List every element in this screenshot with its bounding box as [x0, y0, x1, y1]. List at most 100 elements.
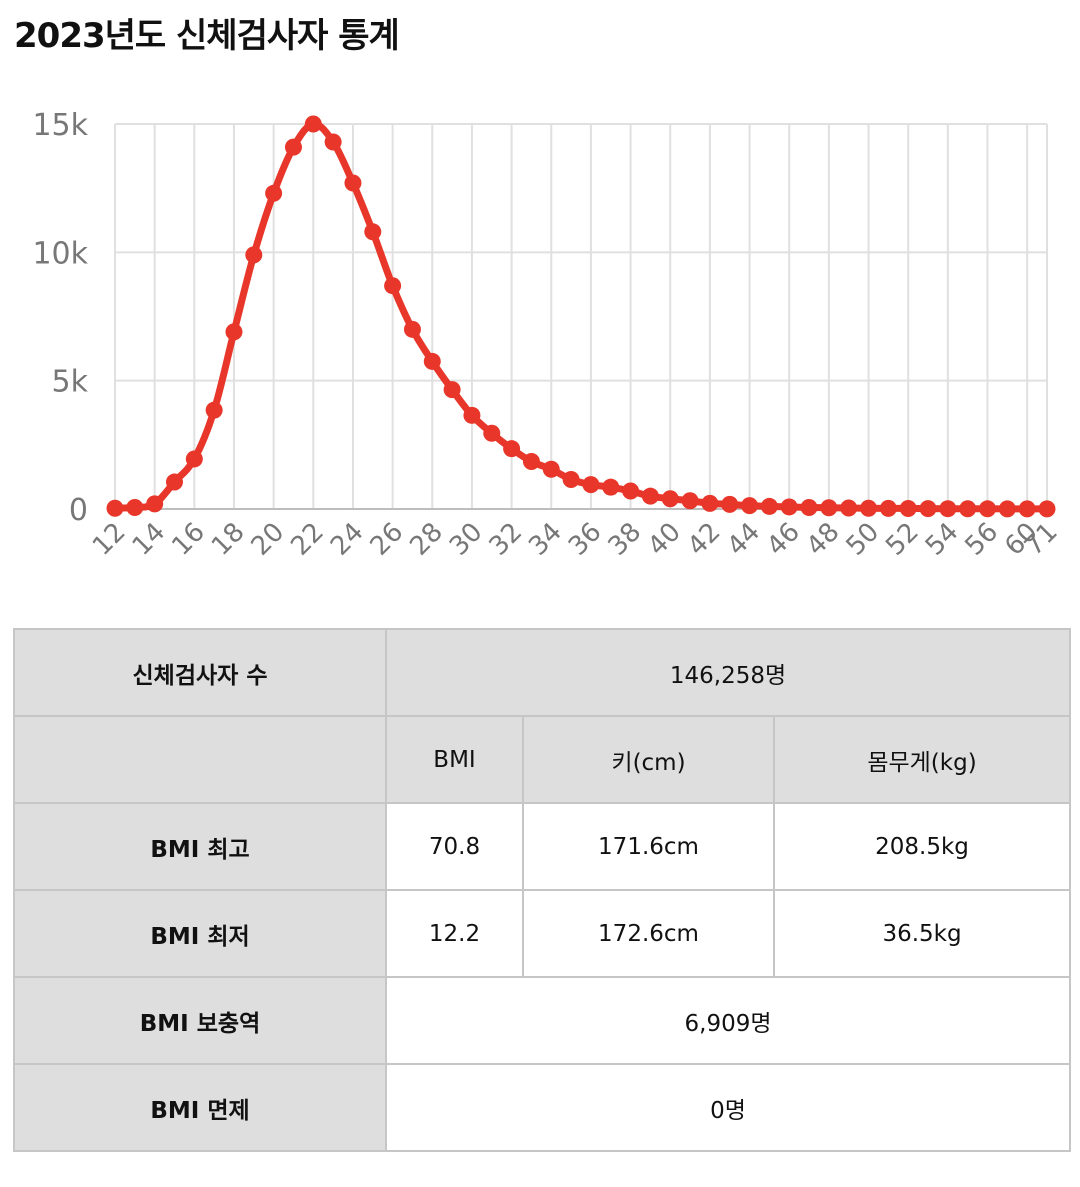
data-point	[760, 497, 778, 515]
data-point	[681, 492, 699, 510]
count-label: 신체검사자 수	[13, 628, 387, 717]
bmi-min-weight: 36.5kg	[772, 889, 1072, 978]
x-tick-label: 12	[87, 517, 132, 562]
x-tick-label: 54	[920, 517, 965, 562]
data-point	[800, 498, 818, 516]
data-point	[701, 494, 719, 512]
x-tick-label: 48	[801, 517, 846, 562]
x-tick-label: 56	[960, 517, 1005, 562]
data-point	[959, 500, 977, 518]
x-tick-label: 36	[563, 517, 608, 562]
col-header-height: 키(cm)	[522, 715, 775, 804]
x-tick-label: 26	[365, 517, 410, 562]
x-axis: 1214161820222426283032343638404244464850…	[87, 517, 1064, 562]
data-point	[820, 499, 838, 517]
table-row: BMI 최고 70.8 171.6cm 208.5kg	[13, 802, 1072, 891]
row-label-bmi-min: BMI 최저	[13, 889, 387, 978]
x-tick-label: 16	[166, 517, 211, 562]
data-point	[979, 500, 997, 518]
data-point	[641, 487, 659, 505]
x-tick-label: 46	[761, 517, 806, 562]
series-points	[106, 115, 1056, 518]
data-point	[562, 470, 580, 488]
data-point	[582, 476, 600, 494]
bmi-max-value: 70.8	[385, 802, 524, 891]
line-chart: 0 5k 10k 15k 121416182022242628303234363840…	[32, 108, 1064, 562]
table-row: BMI 최저 12.2 172.6cm 36.5kg	[13, 889, 1072, 978]
row-label-bmi-max: BMI 최고	[13, 802, 387, 891]
page-title: 2023년도 신체검사자 통계	[14, 16, 400, 56]
x-tick-label: 34	[523, 517, 568, 562]
data-point	[185, 450, 203, 468]
table-row: BMI 보충역 6,909명	[13, 976, 1072, 1065]
empty-header-cell	[13, 715, 387, 804]
data-point	[998, 500, 1016, 518]
x-tick-label: 44	[722, 517, 767, 562]
y-axis: 0 5k 10k 15k	[32, 108, 88, 528]
y-tick-label: 15k	[32, 108, 88, 143]
data-point	[542, 460, 560, 478]
data-point	[721, 495, 739, 513]
supplement-value: 6,909명	[384, 976, 1072, 1065]
data-point	[622, 482, 640, 500]
x-tick-label: 40	[642, 517, 687, 562]
data-point	[661, 490, 679, 508]
x-tick-label: 30	[444, 517, 489, 562]
data-point	[522, 453, 540, 471]
data-point	[939, 500, 957, 518]
col-header-bmi: BMI	[385, 715, 524, 804]
x-tick-label: 50	[841, 517, 886, 562]
data-point	[503, 440, 521, 458]
exempt-value: 0명	[384, 1063, 1072, 1152]
data-point	[840, 499, 858, 517]
data-point	[284, 138, 302, 156]
bmi-min-value: 12.2	[385, 889, 524, 978]
data-point	[602, 478, 620, 496]
data-point	[1038, 500, 1056, 518]
data-point	[879, 499, 897, 517]
data-point	[106, 499, 124, 517]
data-point	[384, 277, 402, 295]
x-tick-label: 22	[285, 517, 330, 562]
data-point	[463, 406, 481, 424]
data-point	[483, 424, 501, 442]
data-point	[225, 323, 243, 341]
data-point	[919, 500, 937, 518]
x-tick-label: 38	[603, 517, 648, 562]
exempt-label: BMI 면제	[13, 1063, 387, 1152]
x-tick-label: 18	[206, 517, 251, 562]
table-row: BMI 키(cm) 몸무게(kg)	[13, 715, 1072, 804]
stats-table: 신체검사자 수 146,258명 BMI 키(cm) 몸무게(kg) BMI 최…	[13, 628, 1072, 1152]
data-point	[245, 246, 263, 264]
data-point	[860, 499, 878, 517]
y-tick-label: 5k	[52, 365, 89, 400]
data-point	[1018, 500, 1036, 518]
y-tick-label: 10k	[32, 236, 88, 271]
x-tick-label: 24	[325, 517, 370, 562]
x-tick-label: 32	[484, 517, 529, 562]
table-row: 신체검사자 수 146,258명	[13, 628, 1072, 717]
data-point	[423, 352, 441, 370]
col-header-weight: 몸무게(kg)	[772, 715, 1072, 804]
data-point	[403, 320, 421, 338]
x-tick-label: 28	[404, 517, 449, 562]
data-point	[126, 498, 144, 516]
data-point	[780, 498, 798, 516]
data-point	[146, 495, 164, 513]
data-point	[741, 497, 759, 515]
data-point	[324, 133, 342, 151]
x-tick-label: 20	[246, 517, 291, 562]
table-row: BMI 면제 0명	[13, 1063, 1072, 1152]
data-point	[165, 473, 183, 491]
bmi-max-weight: 208.5kg	[772, 802, 1072, 891]
x-tick-label: 52	[880, 517, 925, 562]
y-tick-label: 0	[69, 493, 88, 528]
x-tick-label: 42	[682, 517, 727, 562]
bmi-min-height: 172.6cm	[522, 889, 775, 978]
bmi-max-height: 171.6cm	[522, 802, 775, 891]
data-point	[205, 401, 223, 419]
data-point	[443, 381, 461, 399]
supplement-label: BMI 보충역	[13, 976, 387, 1065]
data-point	[265, 184, 283, 202]
data-point	[344, 174, 362, 192]
